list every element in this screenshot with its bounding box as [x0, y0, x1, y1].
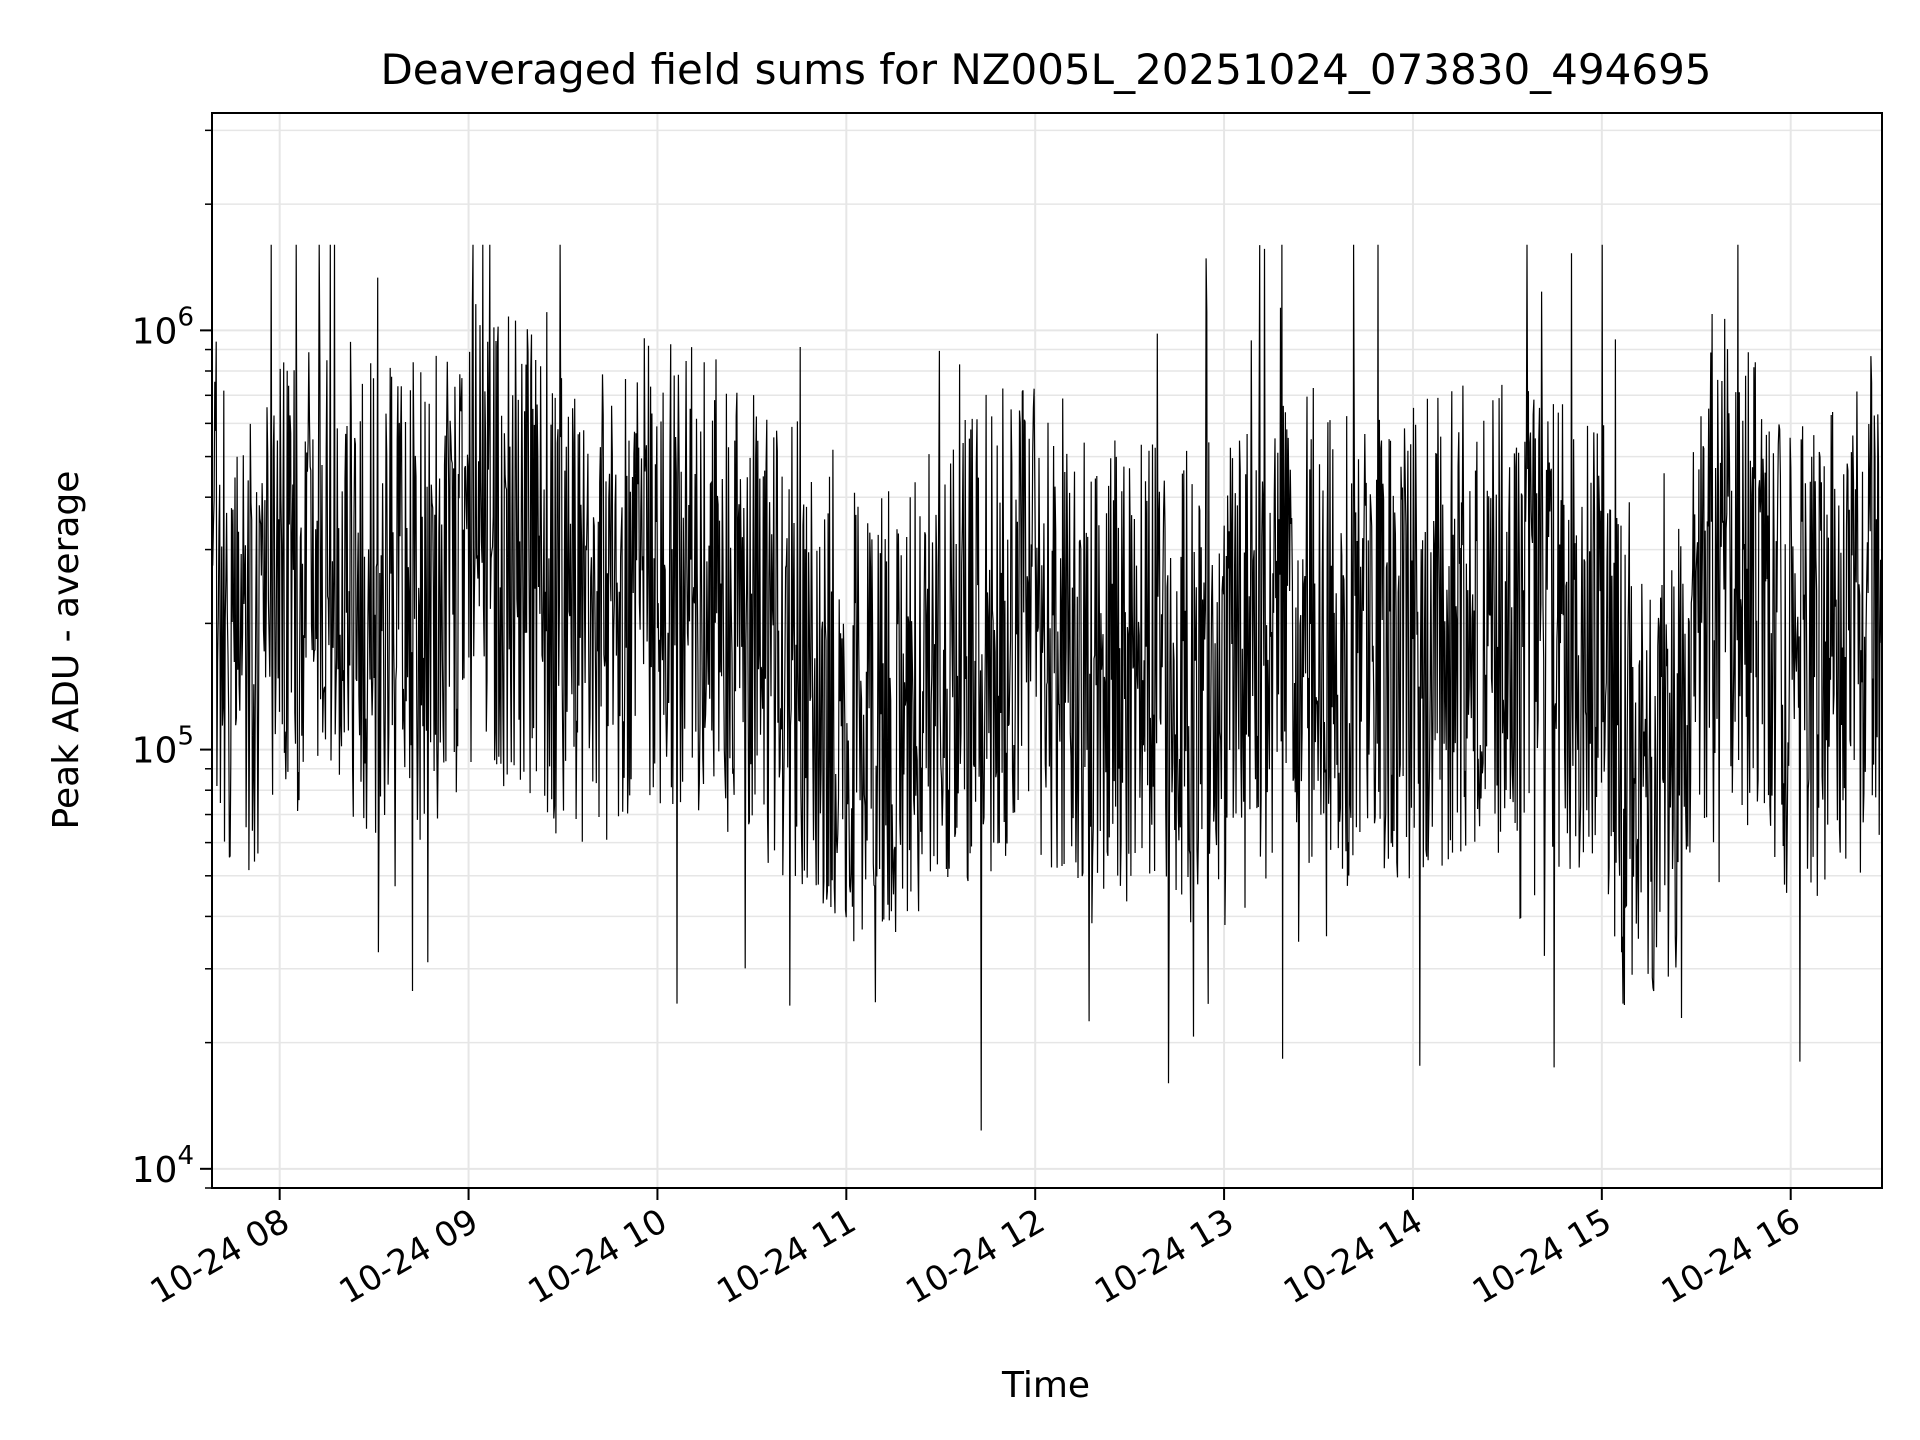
series-line	[211, 244, 1883, 1131]
series-layer	[211, 244, 1883, 1131]
y-tick-exponent: 6	[177, 302, 194, 332]
y-tick-exponent: 5	[177, 722, 194, 752]
y-axis-label: Peak ADU - average	[46, 471, 87, 830]
chart-title: Deaveraged field sums for NZ005L_2025102…	[380, 45, 1711, 94]
plot-area	[211, 112, 1883, 1189]
x-axis-label: Time	[1001, 1365, 1090, 1406]
plot-frame	[211, 112, 1883, 1189]
grid	[212, 113, 1882, 1189]
y-tick-exponent: 4	[177, 1141, 194, 1171]
